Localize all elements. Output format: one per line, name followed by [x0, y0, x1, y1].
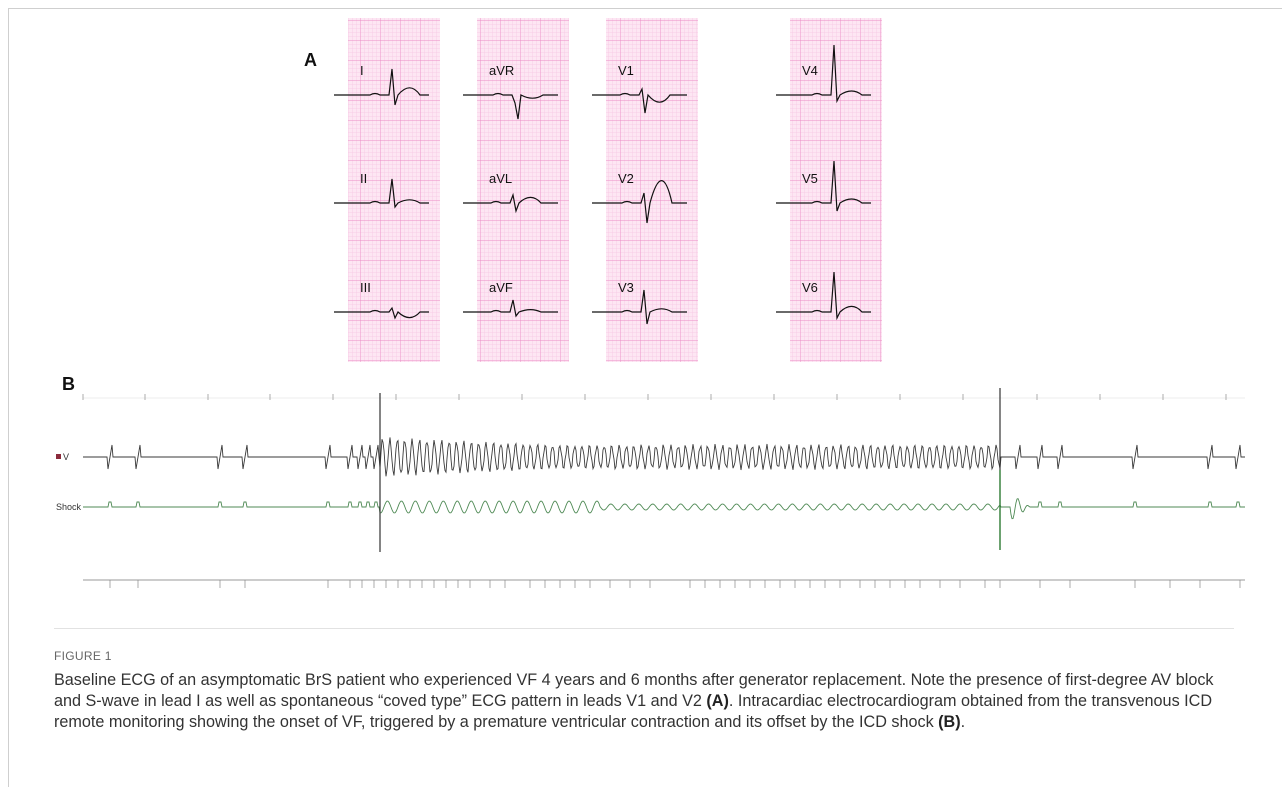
figure-number: FIGURE 1: [54, 649, 112, 663]
channel-label: V: [63, 452, 69, 462]
lead-label: aVF: [489, 280, 513, 295]
lead-label: V1: [618, 63, 634, 78]
panel-label: A: [304, 50, 317, 70]
lead-label: V5: [802, 171, 818, 186]
panel-label: B: [62, 374, 75, 394]
panel-ref: (A): [706, 692, 728, 710]
lead-label: V3: [618, 280, 634, 295]
lead-label: V6: [802, 280, 818, 295]
egm-trace: [83, 437, 1245, 476]
lead-label: I: [360, 63, 364, 78]
lead-label: V4: [802, 63, 818, 78]
lead-label: aVL: [489, 171, 512, 186]
lead-label: III: [360, 280, 371, 295]
lead-label: aVR: [489, 63, 514, 78]
separator: [54, 628, 1234, 629]
channel-label: Shock: [56, 502, 82, 512]
channel-swatch: [56, 454, 61, 459]
caption-text: .: [961, 713, 966, 731]
shock-trace: [83, 499, 1245, 519]
panel-ref: (B): [938, 713, 960, 731]
lead-label: II: [360, 171, 367, 186]
caption: Baseline ECG of an asymptomatic BrS pati…: [54, 670, 1229, 733]
page: {"panel_a": {"label": "A", "leads": [["I…: [0, 0, 1282, 787]
lead-label: V2: [618, 171, 634, 186]
